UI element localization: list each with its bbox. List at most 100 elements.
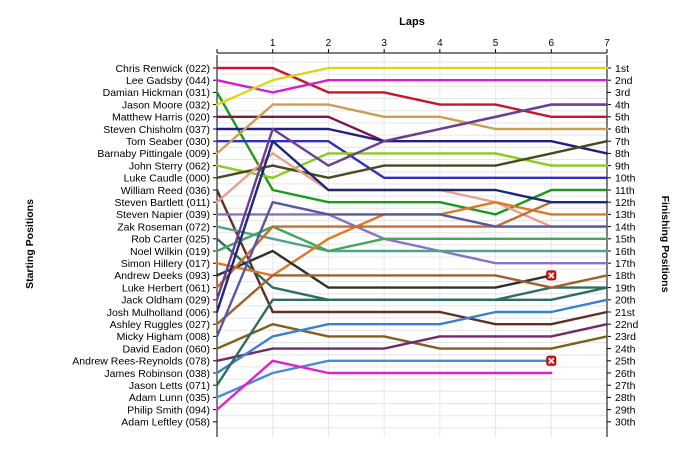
series-line — [215, 139, 609, 180]
starting-label: Matthew Harris (020) — [112, 112, 210, 124]
finishing-label: 5th — [615, 112, 630, 124]
series-line — [215, 200, 609, 338]
x-tick-label: 5 — [493, 38, 499, 49]
series-line — [215, 127, 609, 155]
finishing-label: 28th — [615, 392, 636, 404]
starting-label: Barnaby Pittingale (009) — [97, 148, 210, 160]
finishing-label: 30th — [615, 417, 636, 429]
finishing-label: 27th — [615, 380, 636, 392]
starting-label: David Eadon (060) — [122, 343, 210, 355]
retired-marker — [546, 270, 557, 281]
series-line — [215, 188, 609, 326]
finishing-label: 9th — [615, 160, 630, 172]
y-axis-label-left: Starting Positions — [24, 199, 36, 289]
starting-label: Andrew Rees-Reynolds (078) — [72, 356, 210, 368]
series-line — [215, 66, 609, 119]
starting-label: Luke Caudle (000) — [124, 173, 210, 185]
x-tick-label: 4 — [437, 38, 443, 49]
finishing-label: 10th — [615, 173, 636, 185]
starting-label: Steven Napier (039) — [116, 209, 210, 221]
finishing-label: 13th — [615, 209, 636, 221]
axes — [213, 49, 611, 437]
series-line — [215, 359, 553, 399]
finishing-label: 7th — [615, 136, 630, 148]
starting-label: Tom Seaber (030) — [126, 136, 210, 148]
series-line — [215, 200, 609, 289]
series-line — [215, 323, 609, 362]
starting-label: James Robinson (038) — [104, 368, 210, 380]
finishing-label: 22nd — [615, 319, 639, 331]
finishing-label: 29th — [615, 404, 636, 416]
finishing-label: 1st — [615, 63, 629, 75]
starting-label: Jason Moore (032) — [122, 99, 210, 111]
finishing-label: 2nd — [615, 75, 633, 87]
series-line — [215, 359, 553, 411]
starting-label: Noel Wilkin (019) — [130, 246, 210, 258]
starting-label: John Sterry (062) — [129, 160, 210, 172]
finishing-label: 16th — [615, 246, 636, 258]
starting-label: Ashley Ruggles (027) — [110, 319, 210, 331]
starting-label: Philip Smith (094) — [127, 404, 210, 416]
series-line — [215, 152, 609, 180]
x-tick-labels: 1 2 3 4 5 6 7 — [270, 38, 610, 49]
series-line — [215, 78, 609, 94]
finishing-label: 21st — [615, 307, 635, 319]
starting-label: Rob Carter (025) — [131, 234, 210, 246]
finishing-label: 14th — [615, 221, 636, 233]
starting-label: Luke Herbert (061) — [122, 282, 210, 294]
starting-label: Josh Mulholland (006) — [107, 307, 210, 319]
retired-marker — [546, 355, 557, 366]
finishing-label: 17th — [615, 258, 636, 270]
finishing-label: 25th — [615, 356, 636, 368]
finishing-label: 4th — [615, 99, 630, 111]
starting-label: Chris Renwick (022) — [115, 63, 210, 75]
x-tick-label: 1 — [270, 38, 276, 49]
series-line — [215, 139, 609, 180]
starting-label: Jason Letts (071) — [129, 380, 210, 392]
x-tick-label: 2 — [326, 38, 332, 49]
finishing-label: 26th — [615, 368, 636, 380]
starting-label: Micky Higham (008) — [117, 331, 210, 343]
starting-label: William Reed (036) — [121, 185, 210, 197]
series-line — [215, 91, 609, 216]
finishing-label: 3rd — [615, 87, 630, 99]
series-lines — [215, 66, 609, 411]
series-line — [215, 286, 609, 387]
starting-label: Simon Hillery (017) — [121, 258, 210, 270]
finishing-label: 15th — [615, 234, 636, 246]
series-line — [215, 213, 609, 265]
chart-title: Laps — [399, 16, 425, 28]
starting-label: Zak Roseman (072) — [117, 221, 210, 233]
x-tick-label: 6 — [549, 38, 555, 49]
finishing-label: 11th — [615, 185, 635, 197]
series-line — [215, 139, 609, 314]
starting-label: Adam Leftley (058) — [121, 417, 210, 429]
series-line — [215, 274, 609, 326]
y-axis-label-right: Finishing Positions — [659, 196, 671, 293]
starting-label: Lee Gadsby (044) — [126, 75, 210, 87]
series-line — [215, 298, 609, 375]
starting-label: Steven Chisholm (037) — [103, 124, 210, 136]
finishing-position-labels: 1st2nd3rd4th5th6th7th8th9th10th11th12th1… — [615, 63, 639, 429]
retired-markers — [546, 270, 557, 366]
finishing-label: 24th — [615, 343, 636, 355]
finishing-label: 18th — [615, 270, 636, 282]
starting-label: Damian Hickman (031) — [103, 87, 210, 99]
starting-label: Steven Bartlett (011) — [114, 197, 210, 209]
finishing-label: 23rd — [615, 331, 636, 343]
finishing-label: 19th — [615, 282, 636, 294]
series-line — [215, 103, 609, 301]
series-line — [215, 103, 609, 155]
finishing-label: 8th — [615, 148, 630, 160]
series-line — [215, 225, 609, 253]
series-line — [215, 66, 609, 106]
finishing-label: 20th — [615, 295, 636, 307]
starting-position-labels: Chris Renwick (022)Lee Gadsby (044)Damia… — [72, 63, 210, 429]
starting-label: Jack Oldham (029) — [121, 295, 210, 307]
x-tick-label: 7 — [604, 38, 610, 49]
starting-label: Adam Lunn (035) — [129, 392, 210, 404]
finishing-label: 6th — [615, 124, 630, 136]
finishing-label: 12th — [615, 197, 636, 209]
starting-label: Andrew Deeks (093) — [114, 270, 210, 282]
